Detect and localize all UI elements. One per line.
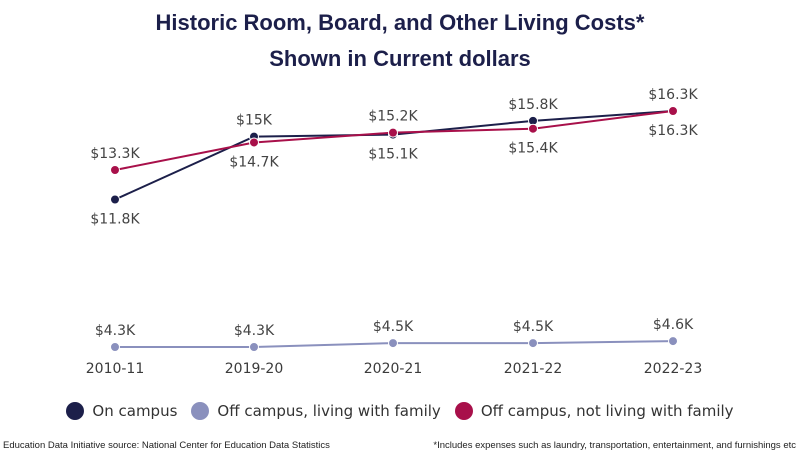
chart-title: Historic Room, Board, and Other Living C…	[155, 10, 645, 35]
legend-item-off-campus-not-family[interactable]: Off campus, not living with family	[454, 402, 734, 420]
data-label: $4.3K	[234, 323, 275, 339]
legend-label: Off campus, not living with family	[480, 402, 734, 420]
x-tick-label: 2021-22	[504, 361, 563, 377]
data-label: $15K	[236, 113, 273, 129]
x-tick-label: 2010-11	[86, 361, 145, 377]
data-point[interactable]	[388, 127, 398, 138]
data-label: $4.5K	[373, 319, 414, 335]
x-tick-label: 2020-21	[364, 361, 423, 377]
legend: On campus Off campus, living with family…	[0, 399, 800, 423]
data-point[interactable]	[249, 342, 259, 352]
x-tick-label: 2022-23	[644, 361, 703, 377]
data-labels: $11.8K $15K $15.1K $15.8K $16.3K $4.3K $4.3K $4…	[90, 87, 698, 339]
data-label: $15.4K	[508, 141, 558, 157]
data-label: $13.3K	[90, 146, 140, 162]
legend-dot-icon	[191, 402, 210, 420]
data-point[interactable]	[528, 338, 538, 349]
data-point[interactable]	[110, 342, 120, 352]
data-label: $4.3K	[95, 323, 136, 339]
legend-dot-icon	[66, 402, 85, 420]
x-tick-label: 2019-20	[225, 361, 284, 377]
source-note: Education Data Initiative source: Nation…	[3, 440, 330, 451]
data-point[interactable]	[668, 106, 678, 116]
legend-dot-icon	[454, 402, 473, 420]
data-label: $4.6K	[653, 317, 694, 333]
data-point[interactable]	[668, 336, 678, 347]
data-label: $15.8K	[508, 97, 558, 113]
data-point[interactable]	[110, 194, 120, 205]
data-point[interactable]	[388, 338, 398, 349]
data-label: $16.3K	[648, 123, 698, 139]
legend-item-on-campus[interactable]: On campus	[66, 402, 177, 420]
data-label: $15.2K	[368, 109, 418, 125]
data-point[interactable]	[110, 165, 120, 175]
legend-label: Off campus, living with family	[217, 402, 441, 420]
x-axis-ticks: 2010-11 2019-20 2020-21 2021-22 2022-23	[86, 361, 703, 377]
data-label: $11.8K	[90, 212, 140, 228]
data-point[interactable]	[249, 137, 259, 148]
legend-label: On campus	[92, 402, 178, 420]
data-label: $14.7K	[229, 154, 279, 170]
data-point[interactable]	[528, 123, 538, 134]
chart-subtitle: Shown in Current dollars	[269, 46, 531, 71]
footnote: *Includes expenses such as laundry, tran…	[433, 440, 796, 451]
data-label: $4.5K	[513, 319, 554, 335]
series-points	[110, 106, 678, 352]
data-label: $15.1K	[368, 147, 418, 163]
data-label: $16.3K	[648, 87, 698, 103]
legend-item-off-campus-family[interactable]: Off campus, living with family	[191, 402, 441, 420]
